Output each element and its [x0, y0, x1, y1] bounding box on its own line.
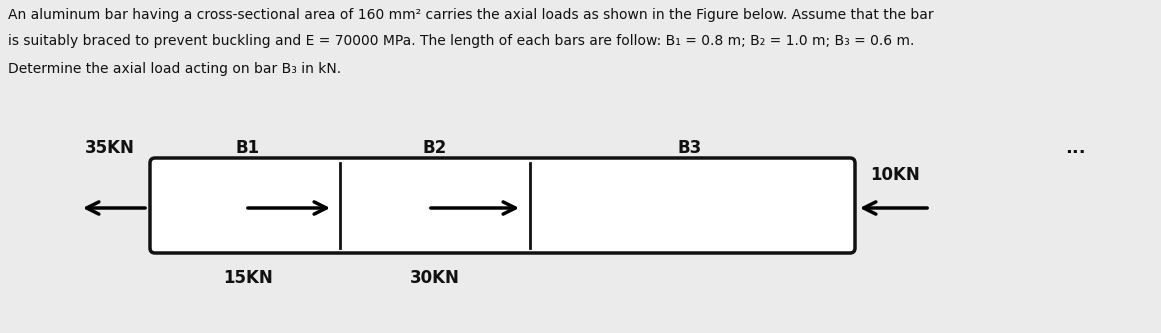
Text: An aluminum bar having a cross-sectional area of 160 mm² carries the axial loads: An aluminum bar having a cross-sectional… — [8, 8, 933, 22]
Text: B3: B3 — [678, 139, 702, 157]
Text: 35KN: 35KN — [85, 139, 135, 157]
Text: 10KN: 10KN — [870, 166, 920, 184]
Text: Determine the axial load acting on bar B₃ in kN.: Determine the axial load acting on bar B… — [8, 62, 341, 76]
Text: is suitably braced to prevent buckling and E = 70000 MPa. The length of each bar: is suitably braced to prevent buckling a… — [8, 34, 915, 48]
Text: B2: B2 — [423, 139, 447, 157]
Text: 30KN: 30KN — [410, 269, 460, 287]
Text: 15KN: 15KN — [223, 269, 273, 287]
Text: B1: B1 — [236, 139, 260, 157]
Text: ...: ... — [1065, 139, 1086, 157]
FancyBboxPatch shape — [150, 158, 854, 253]
